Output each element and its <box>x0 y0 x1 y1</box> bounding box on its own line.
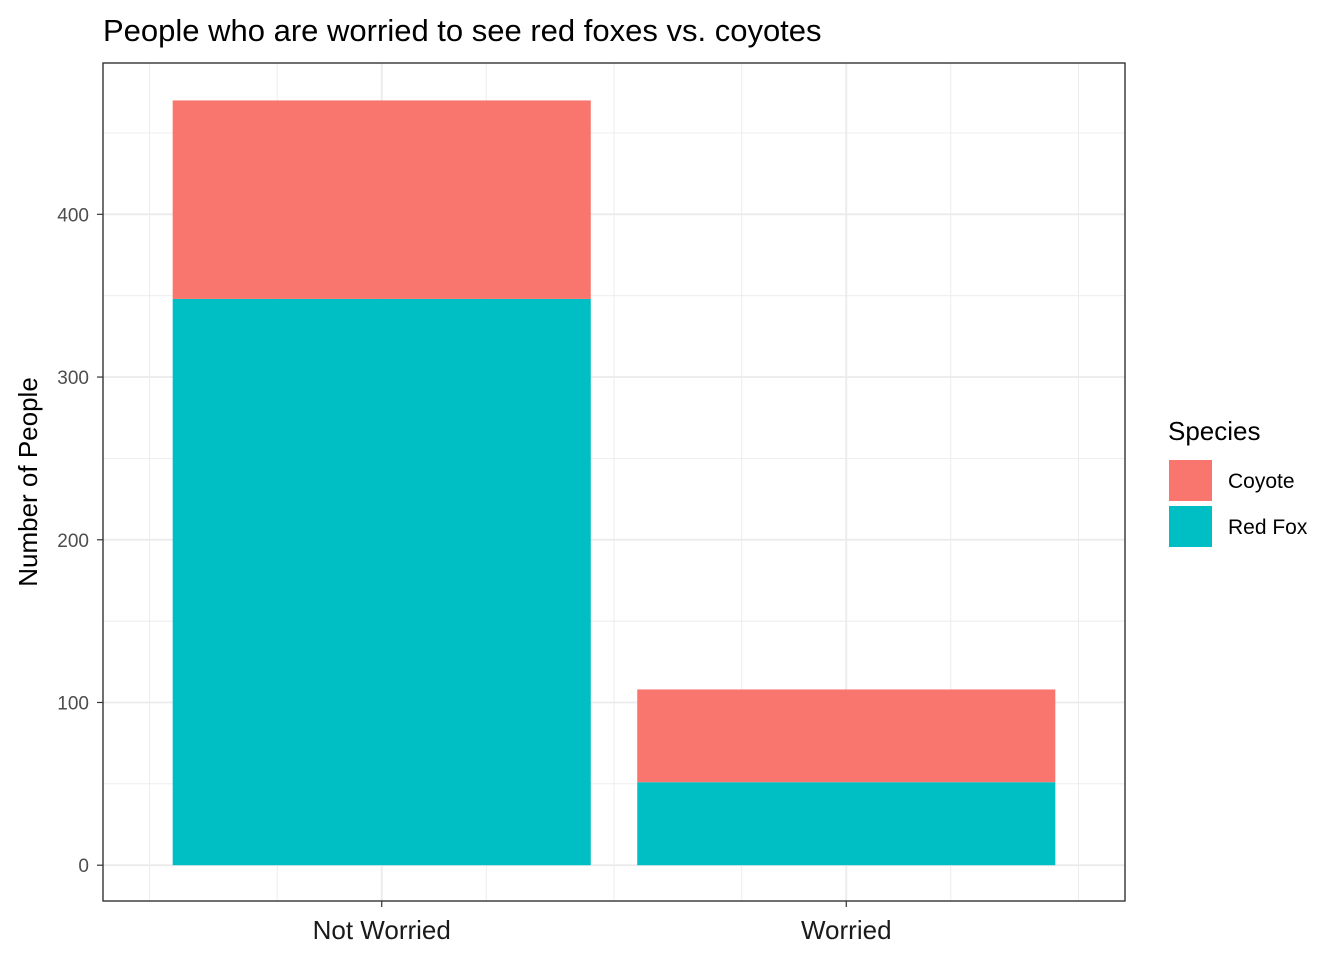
x-tick-label: Worried <box>801 915 892 945</box>
legend-key-coyote <box>1169 460 1212 501</box>
legend-title: Species <box>1168 416 1261 446</box>
legend-label: Red Fox <box>1228 516 1308 539</box>
y-tick-label: 200 <box>57 531 89 552</box>
bar-coyote-not-worried <box>172 100 591 299</box>
legend-key-red-fox <box>1169 506 1212 547</box>
bars <box>172 100 1056 866</box>
y-tick-label: 400 <box>57 205 89 226</box>
legend-label: Coyote <box>1228 470 1295 493</box>
y-tick-label: 300 <box>57 368 89 389</box>
legend: Species Coyote Red Fox <box>1168 416 1308 547</box>
y-axis-label: Number of People <box>13 377 43 587</box>
y-tick-label: 0 <box>78 856 89 877</box>
x-tick-label: Not Worried <box>313 915 451 945</box>
plot-border <box>102 62 1126 902</box>
x-axis: Not Worried Worried <box>313 901 892 945</box>
y-tick-label: 100 <box>57 693 89 714</box>
bar-red-fox-not-worried <box>172 298 591 866</box>
chart-title: People who are worried to see red foxes … <box>103 13 822 48</box>
bar-red-fox-worried <box>637 782 1056 866</box>
y-axis: 0 100 200 300 400 <box>57 205 103 877</box>
bar-coyote-worried <box>637 689 1056 783</box>
